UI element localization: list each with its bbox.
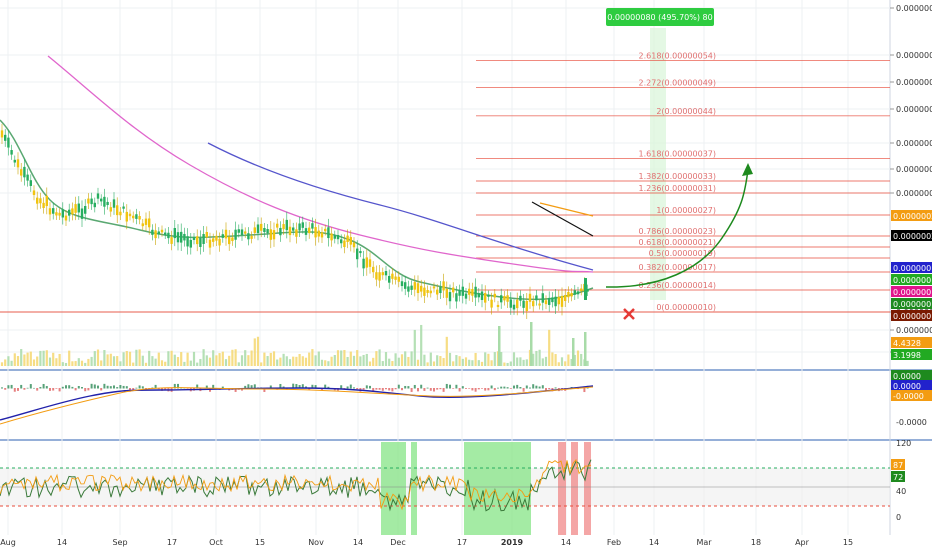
pane-separators [0, 0, 932, 535]
price-tag [891, 230, 932, 241]
time-axis[interactable]: Aug 14 Sep 17 Oct 15 Nov 14 Dec 17 2019 14 Feb 14 Mar 1… [0, 538, 853, 547]
x-tick-label: Nov [308, 538, 324, 547]
measure-label: 0.00000080 (495.70%) 80 [607, 13, 712, 22]
y-tick-label: 0.00000045 [896, 105, 932, 114]
trend-line-black [531, 201, 594, 237]
y-tick-label: 0.00000035 [896, 165, 932, 174]
macd-tag [891, 380, 932, 391]
rsi-tick-label: 40 [896, 487, 906, 496]
ma-green-line [0, 119, 594, 301]
x-tick-label: 14 [561, 538, 571, 547]
x-tick-label: Apr [795, 538, 810, 547]
volume-tag [891, 349, 932, 360]
fib-label-0: 0(0.00000010) [656, 303, 716, 312]
grid-lines [0, 0, 890, 535]
fib-label-1.382: 1.382(0.00000033) [639, 172, 717, 181]
rsi-tag-text: 72 [893, 473, 903, 482]
fibonacci-extension[interactable]: 2.618(0.00000054) 2.272(0.00000049) 2(0.00… [0, 51, 890, 313]
y-tick-label: 0.00000060 [896, 4, 932, 13]
volume-tag-text: 4.4328 [893, 339, 921, 348]
rsi-tag [891, 471, 905, 482]
ma-pink-line [47, 55, 594, 273]
price-tag-text: 0.00000014 [893, 300, 932, 309]
trend-annotations [531, 201, 594, 237]
macd-line [0, 385, 594, 421]
macd-tag-text: -0.0000 [893, 392, 924, 401]
fib-label-2.272: 2.272(0.00000049) [639, 78, 717, 87]
volume-tag [891, 337, 932, 348]
stop-cross-icon [623, 308, 635, 320]
x-tick-label: 17 [457, 538, 467, 547]
x-tick-label: Dec [390, 538, 405, 547]
x-tick-label: 14 [649, 538, 659, 547]
ma-blue-line [207, 142, 594, 271]
signal-line [0, 386, 594, 425]
price-tag-text: 0.00000014 [893, 288, 932, 297]
macd-tag-text: 0.0000 [893, 382, 921, 391]
x-tick-label: Feb [607, 538, 621, 547]
candlestick-series [0, 123, 589, 320]
x-tick-label: Oct [209, 538, 223, 547]
price-tag [891, 286, 932, 297]
price-tag-text: 0.00000023 [893, 232, 932, 241]
price-tag [891, 298, 932, 309]
price-tag [891, 262, 932, 273]
fib-label-1.236: 1.236(0.00000031) [639, 184, 717, 193]
x-tick-label: Aug [0, 538, 16, 547]
rsi-tick-label: 0 [896, 513, 901, 522]
rsi-tick-label: 120 [896, 439, 911, 448]
price-tag-text: 0.00000027 [893, 212, 932, 221]
volume-tag-text: 3.1998 [893, 351, 921, 360]
fib-label-2: 2(0.00000044) [656, 107, 716, 116]
projection-arrow[interactable] [605, 163, 753, 288]
rsi-tag [891, 459, 905, 470]
x-tick-label: 17 [167, 538, 177, 547]
measure-tool[interactable]: 0.00000080 (495.70%) 80 [606, 8, 714, 300]
macd-tag-text: 0.0000 [893, 372, 921, 381]
y-tick-label: 0.00000055 [896, 51, 932, 60]
x-tick-label: 18 [751, 538, 761, 547]
macd-pane [0, 383, 594, 425]
fib-label-0.236: 0.236(0.00000014) [639, 281, 717, 290]
fib-label-0.786: 0.786(0.00000023) [639, 227, 717, 236]
oscillator-pane [0, 442, 890, 535]
x-tick-label: 15 [843, 538, 853, 547]
moving-averages [0, 55, 594, 301]
x-tick-label: 15 [255, 538, 265, 547]
x-tick-label: 2019 [501, 538, 524, 547]
y-tick-label: 0.00000007 [896, 326, 932, 335]
macd-tag [891, 390, 932, 401]
price-tag [891, 274, 932, 285]
trend-line-orange [539, 202, 594, 217]
x-tick-label: 14 [353, 538, 363, 547]
fib-label-2.618: 2.618(0.00000054) [639, 51, 717, 60]
x-tick-label: 14 [57, 538, 67, 547]
price-tag-text: 0.00000010 [893, 312, 932, 321]
rsi-tag-text: 87 [893, 461, 903, 470]
macd-axis-label: -0.0000 [896, 418, 927, 427]
fib-label-0.382: 0.382(0.00000017) [639, 263, 717, 272]
price-tag-text: 0.00000016 [893, 276, 932, 285]
macd-tag [891, 370, 932, 381]
fib-label-0.5: 0.5(0.00000019) [649, 249, 716, 258]
x-tick-label: Mar [696, 538, 712, 547]
x-tick-label: Sep [112, 538, 127, 547]
volume-bars [0, 322, 589, 366]
price-tag-text: 0.00000018 [893, 264, 932, 273]
fib-label-1: 1(0.00000027) [656, 206, 716, 215]
price-tag [891, 310, 932, 321]
price-tag [891, 210, 932, 221]
fib-label-0.618: 0.618(0.00000021) [639, 238, 717, 247]
y-tick-label: 0.00000050 [896, 78, 932, 87]
y-tick-label: 0.00000031 [896, 189, 932, 198]
fib-label-1.618: 1.618(0.00000037) [639, 150, 717, 159]
price-tags: 0.00000027 0.00000023 0.00000018 0.00000016… [891, 210, 932, 482]
y-tick-label: 0.00000040 [896, 139, 932, 148]
